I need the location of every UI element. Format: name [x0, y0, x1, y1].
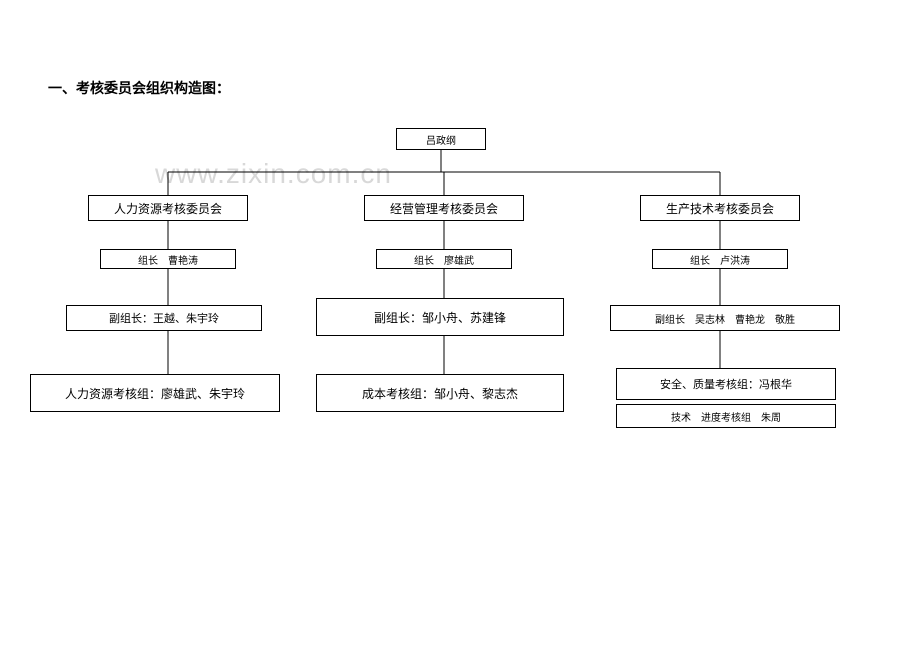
- node-b1-committee: 人力资源考核委员会: [88, 195, 248, 221]
- node-b3-group-a: 安全、质量考核组：冯根华: [616, 368, 836, 400]
- node-b2-deputy: 副组长：邹小舟、苏建锋: [316, 298, 564, 336]
- node-b3-group-b: 技术 进度考核组 朱周: [616, 404, 836, 428]
- node-b2-committee: 经营管理考核委员会: [364, 195, 524, 221]
- node-b1-leader: 组长 曹艳涛: [100, 249, 236, 269]
- node-b2-group: 成本考核组：邹小舟、黎志杰: [316, 374, 564, 412]
- node-b2-leader: 组长 廖雄武: [376, 249, 512, 269]
- node-b3-leader: 组长 卢洪涛: [652, 249, 788, 269]
- node-b1-deputy: 副组长：王越、朱宇玲: [66, 305, 262, 331]
- node-root: 吕政纲: [396, 128, 486, 150]
- node-b1-group: 人力资源考核组：廖雄武、朱宇玲: [30, 374, 280, 412]
- node-b3-committee: 生产技术考核委员会: [640, 195, 800, 221]
- node-b3-deputy: 副组长 吴志林 曹艳龙 敬胜: [610, 305, 840, 331]
